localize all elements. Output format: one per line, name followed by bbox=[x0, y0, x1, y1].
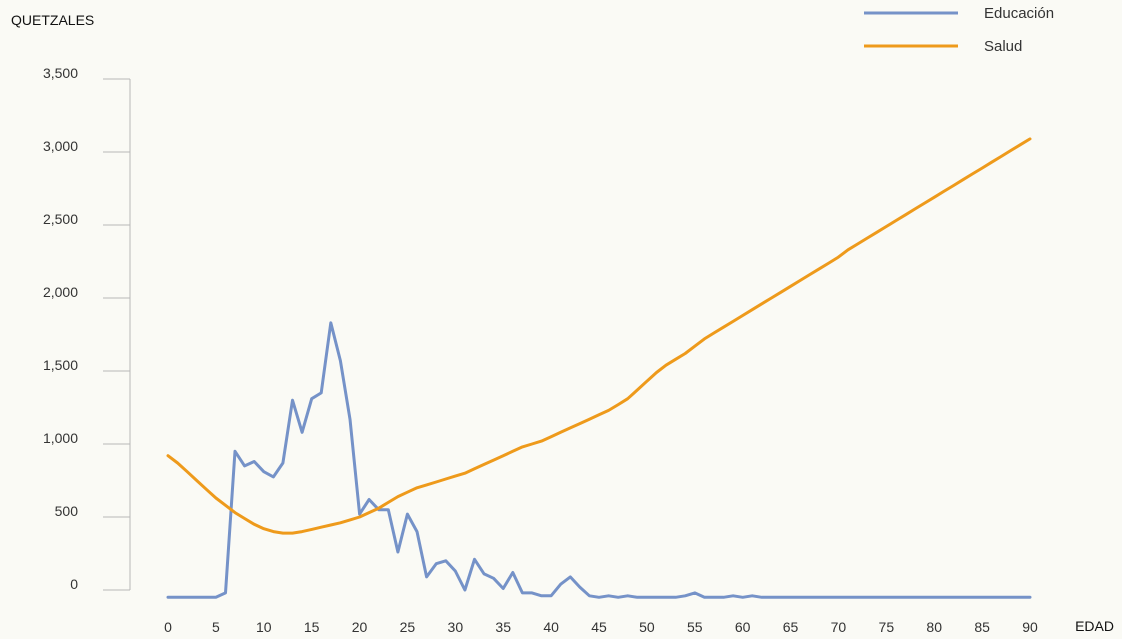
series-layer bbox=[166, 137, 1032, 599]
x-tick-label: 30 bbox=[448, 619, 464, 635]
x-tick-label: 0 bbox=[164, 619, 172, 635]
legend: Educación Salud bbox=[864, 5, 1054, 55]
y-tick-label: 1,000 bbox=[43, 430, 78, 446]
series-line-educacion bbox=[166, 321, 1032, 599]
y-tick-label: 3,000 bbox=[43, 138, 78, 154]
legend-label: Salud bbox=[984, 38, 1022, 55]
x-axis-ticks: 0 5 10 15 20 25 30 35 40 45 50 55 60 65 70 75 80 85 90 bbox=[164, 619, 1038, 635]
y-axis-title: QUETZALES bbox=[11, 12, 94, 28]
y-tick-label: 2,000 bbox=[43, 284, 78, 300]
x-tick-label: 50 bbox=[639, 619, 655, 635]
x-tick-label: 60 bbox=[735, 619, 751, 635]
y-tick-label: 2,500 bbox=[43, 211, 78, 227]
y-axis-ticks: 0 500 1,000 1,500 2,000 2,500 3,000 3,500 bbox=[43, 65, 130, 592]
x-tick-label: 20 bbox=[352, 619, 368, 635]
x-tick-label: 80 bbox=[926, 619, 942, 635]
x-tick-label: 15 bbox=[304, 619, 320, 635]
x-tick-label: 55 bbox=[687, 619, 703, 635]
x-tick-label: 35 bbox=[495, 619, 511, 635]
x-tick-label: 40 bbox=[543, 619, 559, 635]
x-tick-label: 75 bbox=[879, 619, 895, 635]
x-axis-title: EDAD bbox=[1075, 618, 1114, 634]
x-tick-label: 85 bbox=[974, 619, 990, 635]
x-tick-label: 25 bbox=[400, 619, 416, 635]
y-tick-label: 3,500 bbox=[43, 65, 78, 81]
x-tick-label: 70 bbox=[831, 619, 847, 635]
x-tick-label: 5 bbox=[212, 619, 220, 635]
series-line-salud bbox=[166, 137, 1032, 535]
x-tick-label: 90 bbox=[1022, 619, 1038, 635]
y-tick-label: 500 bbox=[55, 503, 79, 519]
legend-label: Educación bbox=[984, 5, 1054, 22]
x-tick-label: 10 bbox=[256, 619, 272, 635]
y-tick-label: 0 bbox=[70, 576, 78, 592]
x-tick-label: 65 bbox=[783, 619, 799, 635]
y-tick-label: 1,500 bbox=[43, 357, 78, 373]
x-tick-label: 45 bbox=[591, 619, 607, 635]
